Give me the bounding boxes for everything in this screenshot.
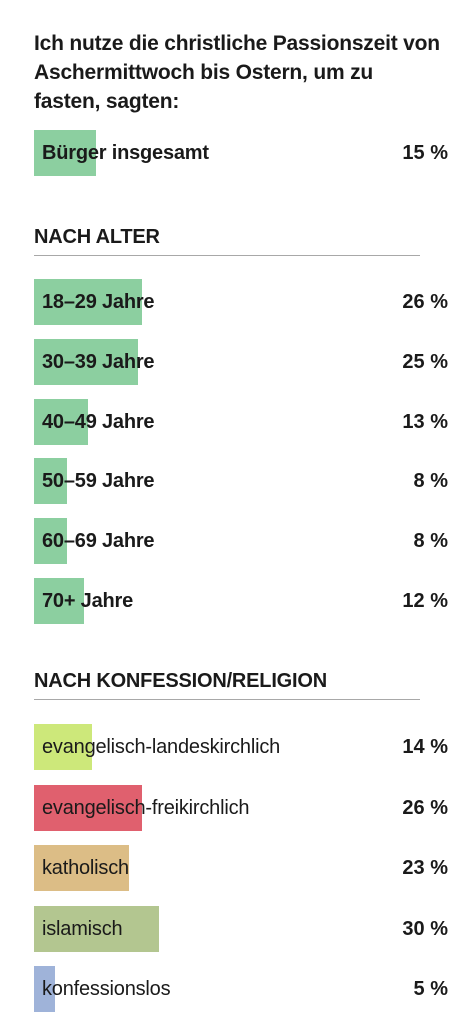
bar-label-alter-4: 60–69 Jahre [42,530,155,552]
bar-konfession-3 [34,906,159,952]
section-heading-konfession: NACH KONFESSION/RELIGION [34,670,420,700]
bar-label-alter-2: 40–49 Jahre [42,411,155,433]
bar-label-konfession-3: islamisch [42,918,123,940]
bar-value-alter-3: 8 % [413,470,448,492]
bar-row-alter-1: 30–39 Jahre 25 % [34,339,448,385]
bar-value-konfession-3: 30 % [402,918,448,940]
bar-konfession-1 [34,785,142,831]
bar-label-konfession-4: konfessionslos [42,978,171,1000]
bar-alter-0 [34,279,142,325]
bar-row-alter-3: 50–59 Jahre 8 % [34,458,448,504]
section-heading-alter: NACH ALTER [34,226,420,256]
bar-row-alter-2: 40–49 Jahre 13 % [34,399,448,445]
chart-title: Ich nutze die christliche Passionszeit v… [34,32,440,113]
bar-label-alter-5: 70+ Jahre [42,590,134,612]
bar-value-konfession-2: 23 % [402,857,448,879]
bar-row-konfession-1: evangelisch-freikirchlich 26 % [34,785,448,831]
bar-row-konfession-4: konfessionslos 5 % [34,966,448,1012]
bar-value-alter-1: 25 % [402,351,448,373]
bar-total [34,130,96,176]
bar-row-total: Bürger insgesamt 15 % [34,130,448,176]
bar-alter-4 [34,518,67,564]
bar-label-alter-3: 50–59 Jahre [42,470,155,492]
bar-value-alter-0: 26 % [402,291,448,313]
bar-row-alter-0: 18–29 Jahre 26 % [34,279,448,325]
bar-value-total: 15 % [402,142,448,164]
bar-label-alter-1: 30–39 Jahre [42,351,155,373]
bar-value-konfession-4: 5 % [413,978,448,1000]
bar-row-konfession-3: islamisch 30 % [34,906,448,952]
bar-label-konfession-0: evangelisch-landeskirchlich [42,736,281,758]
bar-value-alter-5: 12 % [402,590,448,612]
bar-row-konfession-2: katholisch 23 % [34,845,448,891]
bar-value-alter-2: 13 % [402,411,448,433]
bar-value-konfession-1: 26 % [402,797,448,819]
bar-alter-2 [34,399,88,445]
bar-alter-1 [34,339,138,385]
bar-value-konfession-0: 14 % [402,736,448,758]
bar-row-alter-4: 60–69 Jahre 8 % [34,518,448,564]
bar-konfession-2 [34,845,129,891]
bar-row-alter-5: 70+ Jahre 12 % [34,578,448,624]
bar-label-konfession-2: katholisch [42,857,129,879]
bar-value-alter-4: 8 % [413,530,448,552]
bar-alter-3 [34,458,67,504]
bar-alter-5 [34,578,84,624]
bar-label-konfession-1: evangelisch-freikirchlich [42,797,250,819]
bar-row-konfession-0: evangelisch-landeskirchlich 14 % [34,724,448,770]
bar-label-alter-0: 18–29 Jahre [42,291,155,313]
bar-konfession-4 [34,966,55,1012]
bar-konfession-0 [34,724,92,770]
bar-label-total: Bürger insgesamt [42,142,209,164]
